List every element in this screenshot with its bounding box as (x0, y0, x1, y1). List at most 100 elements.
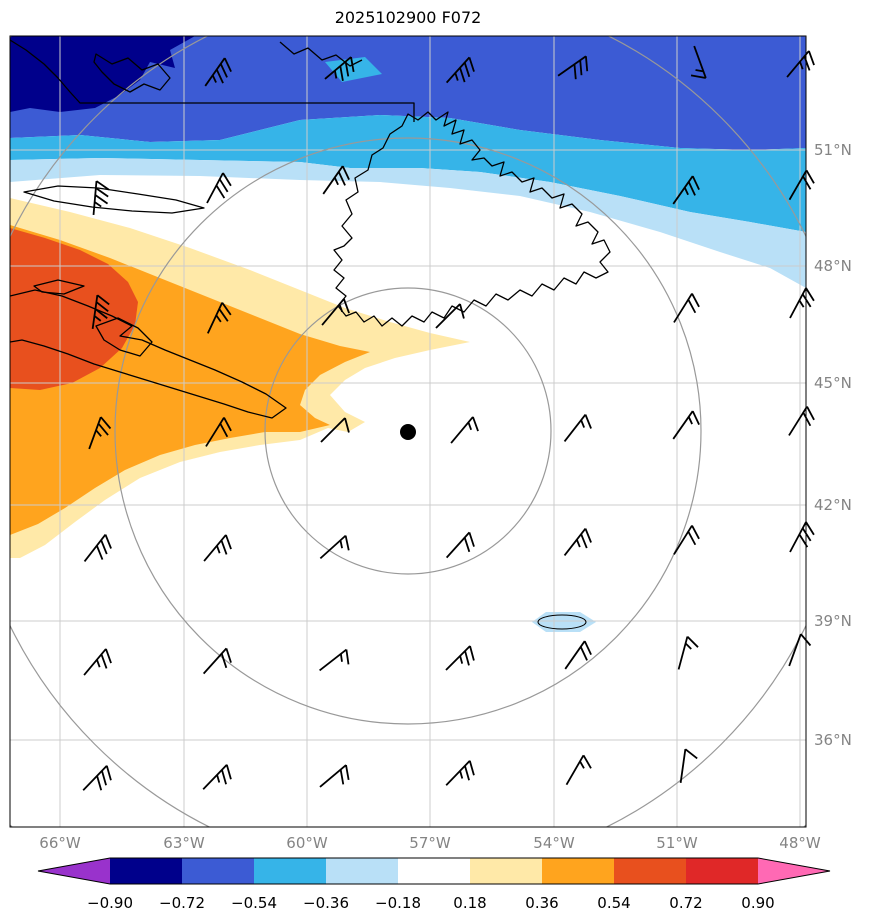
wind-barb (435, 303, 465, 329)
wind-barb (91, 294, 110, 329)
wind-barb (690, 45, 707, 79)
colorbar-tick-label: −0.72 (159, 894, 205, 912)
lat-tick-label: 36°N (814, 731, 852, 749)
coastline (279, 41, 363, 67)
wind-barb (677, 635, 699, 670)
wind-barb (319, 764, 350, 788)
wind-barb (557, 55, 589, 80)
wind-barb (788, 406, 815, 436)
wind-barb (563, 528, 592, 556)
colorbar-tick-label: 0.90 (741, 894, 774, 912)
coastline (33, 279, 85, 295)
fill-band-light-blue (10, 158, 806, 288)
wind-barb (204, 57, 232, 87)
colorbar-tick-label: −0.36 (303, 894, 349, 912)
fill-band-cyan (10, 115, 806, 232)
center-marker (400, 424, 416, 440)
colorbar-segment (110, 858, 182, 884)
lon-tick-label: 57°W (409, 834, 451, 852)
wind-barb (321, 298, 350, 326)
coastlines (10, 39, 611, 630)
wind-barb (205, 417, 232, 447)
coastline (23, 185, 205, 214)
lon-tick-label: 54°W (533, 834, 575, 852)
colorbar-segment (470, 858, 542, 884)
colorbar-segment (686, 858, 758, 884)
wind-barb (789, 287, 815, 319)
contour-line (537, 614, 587, 630)
range-ring (264, 287, 552, 575)
wind-barb (673, 293, 700, 323)
lat-tick-label: 48°N (814, 257, 852, 275)
wind-barb (206, 172, 232, 204)
colorbar-segment (182, 858, 254, 884)
wind-barb (445, 531, 475, 559)
coastline (95, 317, 153, 357)
colorbar-segment (326, 858, 398, 884)
fill-band-royal-blue (10, 36, 806, 150)
wind-barb (324, 56, 355, 82)
coastline (93, 53, 171, 93)
figure-title: 2025102900 F072 (334, 8, 482, 27)
wind-barb (320, 417, 350, 443)
lat-tick-label: 51°N (814, 141, 852, 159)
lat-tick-label: 45°N (814, 374, 852, 392)
wind-barb (445, 760, 475, 786)
wind-barb (202, 647, 232, 675)
wind-barb (322, 165, 350, 195)
colorbar-tick-label: 0.18 (453, 894, 486, 912)
colorbar: −0.90 −0.72 −0.54 −0.36 −0.18 0.18 0.36 0.54 0.7… (37, 857, 831, 912)
wind-barb (206, 302, 232, 334)
wind-barb (564, 640, 592, 670)
fill-region-red-orange (10, 228, 138, 390)
wind-barb (82, 765, 112, 791)
wind-barbs (82, 45, 815, 791)
wind-barb (679, 748, 698, 783)
axis-labels: 66°W 63°W 60°W 57°W 54°W 51°W 48°W 51°N 48°N 45°N… (39, 141, 852, 852)
colorbar-under-arrow (38, 858, 110, 884)
wind-barb (319, 534, 350, 560)
wind-barb (672, 175, 700, 205)
wind-barb (563, 414, 592, 442)
fill-patch-navy (10, 36, 195, 112)
colorbar-tick-label: 0.54 (597, 894, 630, 912)
colorbar-segment (398, 858, 470, 884)
colorbar-segment (542, 858, 614, 884)
wind-barb (319, 648, 350, 672)
colorbar-tick-label: −0.54 (231, 894, 277, 912)
wind-barb (673, 525, 700, 555)
wind-barb (83, 534, 112, 562)
wind-barb (565, 754, 592, 786)
colorbar-tick-label: −0.18 (375, 894, 421, 912)
wind-barb (92, 180, 110, 216)
colorbar-outline (37, 857, 831, 885)
coastline (10, 289, 287, 419)
wind-barb (83, 648, 112, 676)
wind-barb (672, 410, 700, 440)
coastline (10, 39, 415, 122)
coastline (333, 111, 611, 327)
lon-tick-label: 51°W (656, 834, 698, 852)
colorbar-tick-label: 0.72 (669, 894, 702, 912)
range-ring (114, 137, 702, 725)
graticule (10, 36, 806, 827)
wind-barb (445, 645, 475, 671)
wind-barb (786, 50, 815, 78)
lon-tick-label: 66°W (39, 834, 81, 852)
colorbar-segment (614, 858, 686, 884)
wind-barb (203, 534, 232, 562)
lon-tick-label: 63°W (163, 834, 205, 852)
colorbar-segment (254, 858, 326, 884)
wind-barb (88, 416, 112, 450)
lon-tick-label: 48°W (779, 834, 821, 852)
colorbar-tick-label: −0.90 (87, 894, 133, 912)
wind-barb (202, 764, 232, 790)
plot-frame (9, 35, 807, 828)
lat-tick-label: 39°N (814, 612, 852, 630)
colorbar-over-arrow (758, 858, 830, 884)
lon-tick-label: 60°W (286, 834, 328, 852)
wind-barb (788, 169, 815, 201)
